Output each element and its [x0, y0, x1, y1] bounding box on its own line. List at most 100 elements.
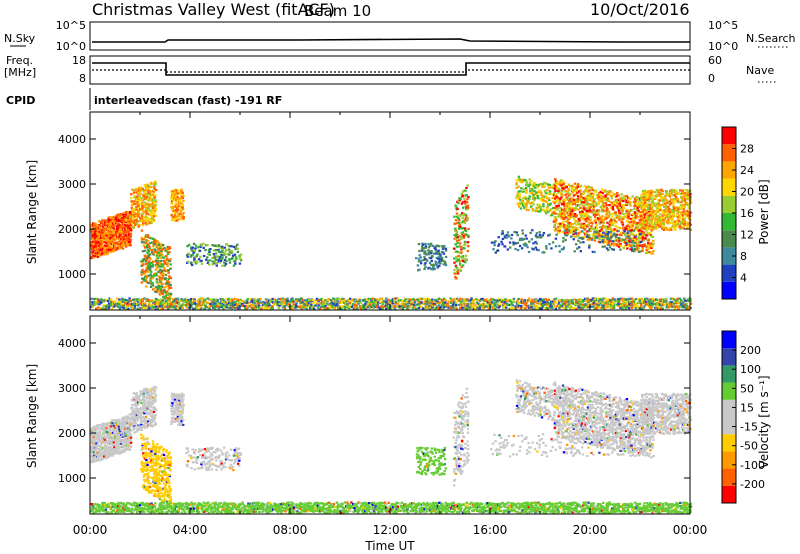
scatter-cell: [647, 239, 650, 242]
scatter-cell: [190, 304, 193, 307]
scatter-cell: [571, 231, 575, 234]
scatter-cell: [493, 241, 496, 244]
scatter-cell: [90, 251, 93, 254]
scatter-cell: [677, 214, 681, 217]
scatter-cell: [189, 299, 192, 302]
scatter-cell: [618, 215, 621, 218]
scatter-cell: [623, 241, 626, 244]
scatter-cell: [223, 264, 227, 267]
scatter-cell: [668, 207, 671, 211]
scatter-cell: [169, 276, 173, 280]
scatter-cell: [656, 203, 659, 206]
scatter-cell: [610, 191, 613, 194]
scatter-cell: [126, 218, 129, 221]
scatter-cell: [558, 229, 561, 232]
scatter-cell: [452, 306, 455, 309]
scatter-cell: [579, 194, 583, 197]
scatter-cell: [133, 195, 136, 198]
scatter-cell: [165, 257, 169, 260]
scatter-cell: [454, 264, 458, 267]
scatter-cell: [206, 306, 209, 309]
scatter-cell: [122, 222, 126, 225]
scatter-cell: [103, 244, 107, 247]
scatter-cell: [521, 238, 524, 241]
scatter-cell: [138, 223, 141, 226]
scatter-cell: [424, 307, 427, 310]
scatter-cell: [230, 307, 233, 310]
scatter-cell: [657, 222, 661, 225]
scatter-cell: [498, 304, 502, 308]
scatter-cell: [141, 238, 144, 241]
scatter-cell: [148, 199, 151, 202]
scatter-cell: [614, 216, 617, 219]
scatter-cell: [580, 199, 583, 202]
scatter-cell: [193, 298, 196, 301]
scatter-cell: [689, 192, 692, 195]
scatter-cell: [575, 214, 578, 217]
scatter-cell: [154, 243, 158, 246]
scatter-cell: [563, 229, 567, 232]
scatter-cell: [617, 229, 620, 233]
scatter-cell: [432, 304, 435, 307]
scatter-cell: [687, 191, 691, 194]
scatter-cell: [137, 215, 140, 218]
scatter-cell: [679, 226, 682, 229]
scatter-cell: [554, 212, 557, 215]
scatter-cell: [146, 202, 149, 205]
scatter-cell: [99, 307, 102, 310]
scatter-cell: [573, 188, 576, 192]
scatter-cell: [105, 237, 108, 240]
scatter-cell: [539, 183, 542, 186]
scatter-cell: [140, 302, 143, 305]
scatter-cell: [148, 192, 151, 195]
scatter-cell: [168, 292, 171, 295]
scatter-cell: [204, 298, 207, 301]
scatter-cell: [531, 201, 535, 204]
scatter-cell: [149, 213, 153, 216]
scatter-cell: [169, 294, 173, 297]
scatter-cell: [172, 205, 175, 208]
scatter-cell: [573, 207, 576, 210]
scatter-cell: [426, 301, 430, 304]
scatter-cell: [281, 301, 284, 304]
scatter-cell: [355, 304, 359, 307]
scatter-cell: [640, 213, 643, 216]
scatter-cell: [387, 303, 390, 306]
scatter-cell: [206, 252, 210, 255]
scatter-cell: [600, 217, 604, 220]
scatter-cell: [305, 307, 308, 310]
scatter-cell: [503, 299, 506, 302]
scatter-cell: [519, 190, 522, 193]
scatter-cell: [595, 213, 598, 216]
scatter-cell: [680, 201, 683, 204]
scatter-cell: [163, 297, 166, 300]
scatter-cell: [477, 302, 480, 305]
scatter-cell: [589, 199, 592, 202]
scatter-cell: [127, 304, 130, 307]
scatter-cell: [341, 301, 344, 304]
scatter-cell: [254, 300, 257, 303]
scatter-cell: [146, 239, 150, 243]
scatter-cell: [472, 307, 475, 310]
scatter-cell: [155, 274, 158, 277]
scatter-cell: [595, 236, 598, 239]
scatter-cell: [616, 205, 619, 208]
scatter-cell: [157, 289, 161, 293]
scatter-cell: [307, 302, 311, 305]
scatter-cell: [571, 215, 574, 218]
scatter-cell: [563, 202, 566, 205]
scatter-cell: [464, 302, 468, 305]
scatter-cell: [469, 306, 472, 309]
scatter-cell: [617, 198, 620, 201]
scatter-cell: [542, 203, 545, 206]
scatter-cell: [455, 212, 459, 215]
scatter-cell: [300, 297, 303, 300]
scatter-cell: [166, 262, 169, 265]
scatter-cell: [304, 302, 307, 306]
scatter-cell: [554, 227, 558, 230]
scatter-cell: [141, 263, 145, 266]
scatter-cell: [641, 243, 644, 247]
scatter-cell: [645, 234, 649, 237]
scatter-cell: [463, 257, 466, 260]
scatter-cell: [152, 275, 155, 278]
